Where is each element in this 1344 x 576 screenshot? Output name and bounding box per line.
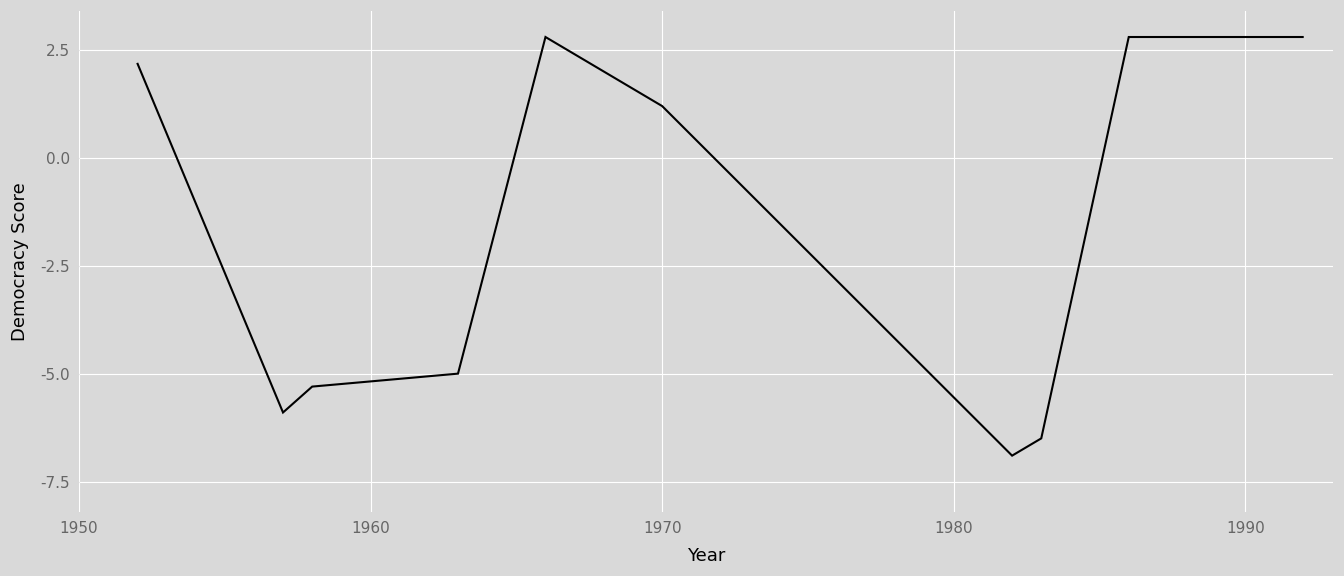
- Y-axis label: Democracy Score: Democracy Score: [11, 182, 30, 341]
- X-axis label: Year: Year: [687, 547, 724, 565]
